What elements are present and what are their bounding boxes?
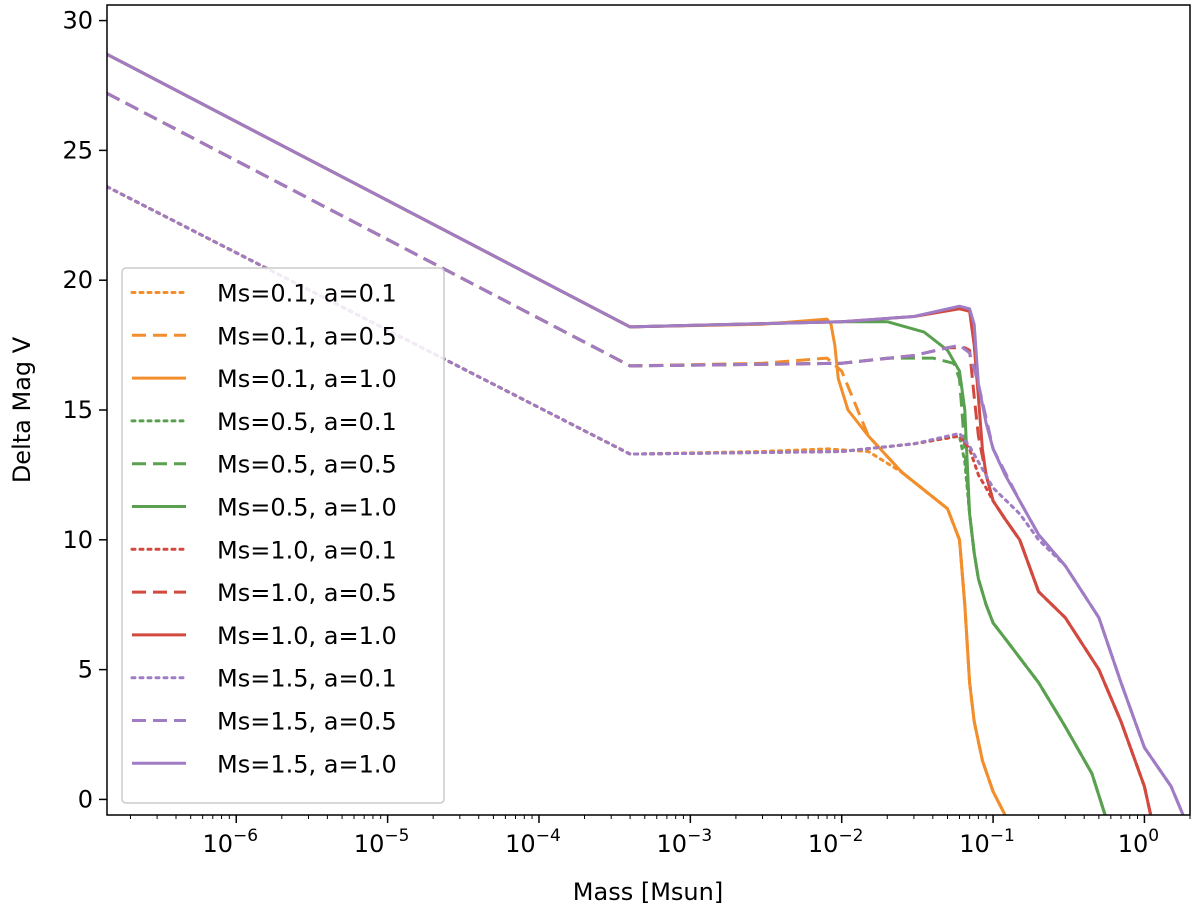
y-tick-label: 10 — [62, 526, 93, 554]
x-tick-label: 10−1 — [959, 826, 1015, 858]
y-tick-label: 20 — [62, 266, 93, 294]
x-tick-base: 10 — [505, 830, 536, 858]
x-tick-label: 10−5 — [354, 826, 410, 858]
x-tick-exponent: 0 — [1148, 826, 1159, 846]
y-tick-label: 30 — [62, 7, 93, 35]
y-axis: 0 5 10 15 20 25 30 — [62, 7, 107, 813]
x-tick-base: 10 — [959, 830, 990, 858]
x-tick-base: 10 — [1118, 830, 1149, 858]
x-tick-label: 10−4 — [505, 826, 561, 858]
y-tick-label: 15 — [62, 396, 93, 424]
series-layer — [107, 52, 1185, 815]
legend-label: Ms=0.1, a=0.1 — [217, 280, 397, 308]
series-line-12 — [107, 52, 1185, 815]
x-tick-exponent: −2 — [838, 826, 863, 846]
legend-label: Ms=0.5, a=1.0 — [217, 494, 397, 522]
x-axis: 10−6 10−5 10−4 10−3 10−2 10−1 100 — [129, 815, 1191, 858]
legend-label: Ms=1.0, a=1.0 — [217, 622, 397, 650]
legend-label: Ms=1.0, a=0.1 — [217, 536, 397, 564]
y-tick-label: 0 — [78, 785, 93, 813]
legend-label: Ms=1.5, a=1.0 — [217, 750, 397, 778]
x-axis-label: Mass [Msun] — [573, 878, 723, 906]
legend-label: Ms=1.5, a=0.1 — [217, 665, 397, 693]
x-tick-label: 100 — [1118, 826, 1159, 858]
legend-label: Ms=1.0, a=0.5 — [217, 579, 397, 607]
x-tick-exponent: −6 — [233, 826, 258, 846]
x-tick-base: 10 — [657, 830, 688, 858]
y-tick-label: 5 — [78, 656, 93, 684]
x-tick-label: 10−6 — [202, 826, 258, 858]
legend-label: Ms=0.1, a=0.5 — [217, 322, 397, 350]
series-line-3 — [107, 52, 1007, 815]
legend-label: Ms=0.5, a=0.5 — [217, 451, 397, 479]
legend-label: Ms=1.5, a=0.5 — [217, 708, 397, 736]
x-tick-base: 10 — [808, 830, 839, 858]
y-tick-label: 25 — [62, 136, 93, 164]
x-tick-exponent: −5 — [384, 826, 409, 846]
x-tick-exponent: −1 — [990, 826, 1015, 846]
y-axis-label: Delta Mag V — [8, 336, 36, 483]
x-tick-label: 10−2 — [808, 826, 864, 858]
legend: Ms=0.1, a=0.1 Ms=0.1, a=0.5 Ms=0.1, a=1.0 M… — [121, 267, 445, 804]
x-tick-exponent: −3 — [687, 826, 712, 846]
x-tick-base: 10 — [354, 830, 385, 858]
legend-label: Ms=0.1, a=1.0 — [217, 365, 397, 393]
series-line-6 — [107, 52, 1107, 815]
series-line-10 — [107, 185, 1185, 815]
x-tick-label: 10−3 — [657, 826, 713, 858]
legend-label: Ms=0.5, a=0.1 — [217, 408, 397, 436]
x-tick-base: 10 — [202, 830, 233, 858]
x-tick-exponent: −4 — [536, 826, 561, 846]
legend-box — [121, 267, 445, 804]
